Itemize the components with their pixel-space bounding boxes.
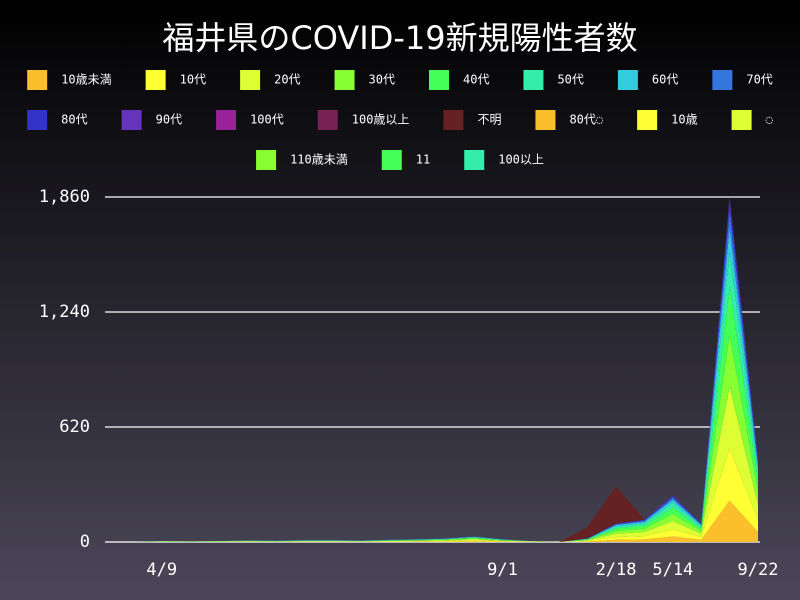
legend-label: 100歳以上 bbox=[352, 113, 410, 127]
area bbox=[105, 197, 758, 542]
area bbox=[105, 252, 758, 542]
legend-swatch bbox=[443, 110, 464, 130]
area bbox=[105, 197, 758, 542]
x-tick-label: 5/14 bbox=[652, 560, 693, 580]
legend-label: 50代 bbox=[557, 73, 583, 87]
legend-label: 20代 bbox=[274, 73, 300, 87]
legend-label: 90代 bbox=[156, 113, 182, 127]
legend-label: 80代◌ bbox=[569, 113, 603, 127]
legend-label: 70代 bbox=[746, 73, 772, 87]
area bbox=[105, 228, 758, 542]
legend-swatch bbox=[617, 70, 638, 90]
legend-swatch bbox=[334, 70, 355, 90]
area bbox=[105, 197, 758, 542]
legend-label: 80代 bbox=[61, 113, 87, 127]
legend-label: 11 bbox=[416, 153, 430, 167]
y-tick-label: 620 bbox=[59, 417, 90, 437]
legend-swatch bbox=[523, 70, 544, 90]
legend-label: 10代 bbox=[180, 73, 206, 87]
y-tick-label: 0 bbox=[80, 532, 90, 552]
area bbox=[105, 197, 758, 542]
area bbox=[105, 197, 758, 542]
legend-swatch bbox=[464, 150, 485, 170]
legend-swatch bbox=[429, 70, 449, 90]
legend-swatch bbox=[535, 110, 556, 130]
area bbox=[105, 197, 758, 542]
area bbox=[105, 210, 758, 542]
area bbox=[105, 197, 758, 542]
x-tick-label: 2/18 bbox=[596, 560, 637, 580]
legend-label: 10歳 bbox=[671, 113, 697, 127]
legend-label: 60代 bbox=[652, 73, 678, 87]
legend-swatch bbox=[317, 110, 338, 130]
chart-title: 福井県のCOVID-19新規陽性者数 bbox=[162, 19, 637, 57]
legend-label: ◌ bbox=[766, 113, 773, 127]
legend-swatch bbox=[256, 150, 277, 170]
legend-label: 100以上 bbox=[498, 153, 544, 167]
area bbox=[105, 200, 758, 542]
legend-label: 110歳未満 bbox=[290, 153, 348, 167]
y-tick-label: 1,860 bbox=[39, 187, 90, 207]
area bbox=[105, 286, 758, 542]
legend-swatch bbox=[712, 70, 733, 90]
legend-swatch bbox=[637, 110, 658, 130]
legend-label: 100代 bbox=[250, 113, 284, 127]
legend-row: 110歳未満 11 100以上 bbox=[256, 150, 544, 170]
legend-label: 不明 bbox=[477, 113, 501, 127]
legend-label: 10歳未満 bbox=[61, 73, 111, 87]
legend-row: 80代 90代 100代 100歳以上 不明 80代◌ 10歳 ◌ bbox=[27, 110, 773, 130]
legend-row: 10歳未満 10代 20代 30代 40代 50代 60代 70代 bbox=[27, 70, 773, 90]
x-tick-label: 4/9 bbox=[146, 560, 177, 580]
legend-swatch bbox=[216, 110, 237, 130]
y-tick-label: 1,240 bbox=[39, 302, 90, 322]
legend-swatch bbox=[145, 70, 166, 90]
area bbox=[105, 197, 758, 542]
legend-swatch bbox=[240, 70, 261, 90]
legend-swatch bbox=[121, 110, 142, 130]
legend-label: 30代 bbox=[369, 73, 395, 87]
legend-swatch bbox=[27, 70, 48, 90]
area bbox=[105, 197, 758, 542]
x-tick-label: 9/22 bbox=[738, 560, 779, 580]
legend-swatch bbox=[27, 110, 48, 130]
legend-swatch bbox=[731, 110, 752, 130]
x-tick-label: 9/1 bbox=[487, 560, 518, 580]
legend-swatch bbox=[381, 150, 402, 170]
area bbox=[105, 197, 758, 542]
legend-label: 40代 bbox=[463, 73, 489, 87]
